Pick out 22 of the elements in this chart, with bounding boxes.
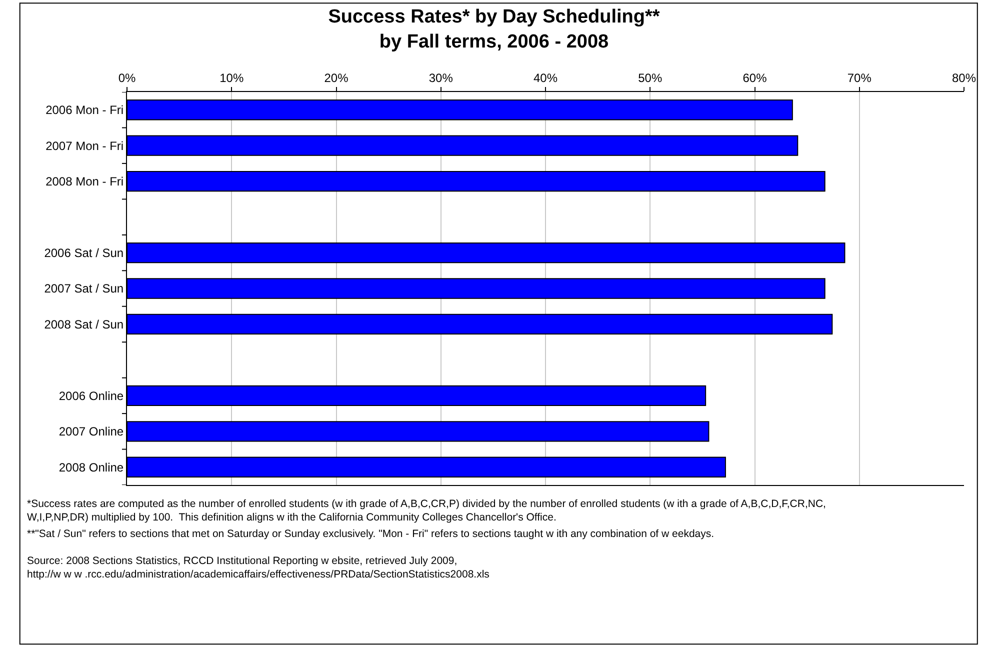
source-note: Source: 2008 Sections Statistics, RCCD Institutional Reporting w ebsite, retrieved July 2009, http://w w w .rcc.edu/administration/academicaffairs/effectiveness/PRData/SectionStatistics2008.xls bbox=[27, 555, 490, 581]
x-tick-label: 10% bbox=[220, 71, 244, 86]
chart-title: Success Rates* by Day Scheduling** by Fall terms, 2006 - 2008 bbox=[328, 6, 660, 52]
y-tick-label: 2007 Online bbox=[58, 424, 124, 439]
text: **"Sat / Sun" refers to sections that met on Saturday or Sunday exclusively. "Mon - Fri" refers to sections taught w ith any combination of w eekdays. bbox=[27, 528, 714, 540]
y-tick-label: 2007 Sat / Sun bbox=[44, 282, 124, 296]
y-tick-label: 2008 Online bbox=[58, 460, 124, 474]
y-tick-label: 2006 Online bbox=[58, 388, 124, 403]
y-tick-label: 2008 Mon - Fri bbox=[46, 174, 124, 189]
x-tick-label: 80% bbox=[952, 71, 976, 86]
text: *Success rates are computed as the number of enrolled students (w ith grade of A,B,C,CR,P) divided by the number of enrolled students (w ith a grade of A,B,C,D,F,CR,NC, W,I,P,NP,DR) multiplied by 100. This definition aligns w ith the California Community Colleges Chancellor's Office. bbox=[27, 498, 826, 524]
x-tick-label: 60% bbox=[742, 71, 768, 86]
y-tick-label: 2006 Sat / Sun bbox=[44, 246, 124, 260]
x-tick-label: 0% bbox=[118, 71, 136, 86]
x-tick-label: 70% bbox=[847, 71, 872, 86]
x-tick-label: 20% bbox=[324, 71, 349, 86]
x-tick-label: 50% bbox=[638, 71, 662, 86]
x-tick-label: 40% bbox=[533, 71, 558, 86]
x-tick-label: 30% bbox=[428, 71, 454, 86]
y-tick-label: 2006 Mon - Fri bbox=[46, 103, 124, 118]
y-tick-label: 2008 Sat / Sun bbox=[44, 317, 124, 332]
y-tick-label: 2007 Mon - Fri bbox=[46, 138, 124, 153]
